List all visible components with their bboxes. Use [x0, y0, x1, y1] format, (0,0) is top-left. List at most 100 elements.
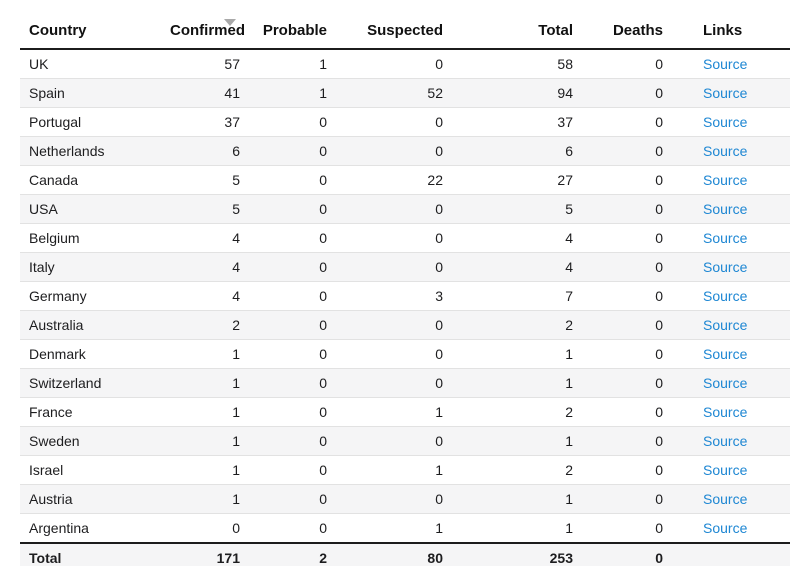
cell-country: UK: [29, 56, 49, 72]
cell-suspected: 0: [337, 310, 453, 340]
cell-deaths: 0: [583, 223, 673, 253]
cell-country: Canada: [20, 165, 160, 195]
source-link[interactable]: Source: [703, 230, 748, 246]
cell-deaths: 0: [583, 397, 673, 427]
cell-country: Germany: [20, 281, 160, 311]
cell-links: Source: [673, 368, 790, 398]
total-total-value: 253: [453, 542, 583, 566]
cell-total: 4: [453, 252, 583, 282]
table-row: France 1 0 1 2 0 Source: [20, 397, 790, 427]
table-row: Australia 2 0 0 2 0 Source: [20, 310, 790, 340]
cell-confirmed: 1: [160, 484, 250, 514]
cell-deaths: 0: [583, 426, 673, 456]
total-label: Total: [20, 542, 160, 566]
cell-confirmed: 1: [160, 455, 250, 485]
cell-total: 37: [453, 107, 583, 137]
table-header: Country Confirmed Probable Suspected Tot…: [20, 14, 790, 50]
cell-links: Source: [673, 455, 790, 485]
cell-links: Source: [673, 281, 790, 311]
cell-links: Source: [673, 136, 790, 166]
source-link[interactable]: Source: [703, 346, 748, 362]
total-deaths-value: 0: [583, 542, 673, 566]
source-link[interactable]: Source: [703, 172, 748, 188]
cell-probable: 0: [250, 455, 337, 485]
source-link[interactable]: Source: [703, 462, 748, 478]
cell-probable: 0: [250, 107, 337, 137]
table-row: Austria 1 0 0 1 0 Source: [20, 484, 790, 514]
cell-total: 58: [557, 56, 573, 72]
cell-probable: 0: [250, 194, 337, 224]
cell-total: 1: [453, 513, 583, 543]
cell-country: Spain: [20, 78, 160, 108]
cell-total: 2: [453, 455, 583, 485]
cell-confirmed: 41: [160, 78, 250, 108]
source-link[interactable]: Source: [703, 201, 748, 217]
cell-confirmed: 5: [160, 194, 250, 224]
cell-country: USA: [20, 194, 160, 224]
cell-links: Source: [673, 194, 790, 224]
column-header-links[interactable]: Links: [673, 14, 790, 50]
cell-deaths: 0: [583, 513, 673, 543]
cell-confirmed: 4: [160, 223, 250, 253]
column-header-suspected[interactable]: Suspected: [337, 14, 453, 50]
cell-country: Belgium: [20, 223, 160, 253]
table-footer: Total 171 2 80 253 0: [20, 542, 790, 566]
source-link[interactable]: Source: [703, 520, 748, 536]
source-link[interactable]: Source: [703, 259, 748, 275]
cell-country: Italy: [20, 252, 160, 282]
cases-table: Country Confirmed Probable Suspected Tot…: [20, 14, 790, 566]
cell-links: Source: [673, 397, 790, 427]
cell-confirmed: 1: [160, 368, 250, 398]
cell-total: 1: [453, 426, 583, 456]
cell-links: Source: [673, 223, 790, 253]
cell-probable: 0: [250, 252, 337, 282]
cell-total: 5: [453, 194, 583, 224]
source-link[interactable]: Source: [703, 288, 748, 304]
cell-suspected: 0: [337, 252, 453, 282]
column-header-total[interactable]: Total: [453, 14, 583, 50]
table-row: Sweden 1 0 0 1 0 Source: [20, 426, 790, 456]
cell-total: 1: [453, 339, 583, 369]
cell-total: 1: [453, 484, 583, 514]
source-link[interactable]: Source: [703, 404, 748, 420]
source-link[interactable]: Source: [703, 317, 748, 333]
cell-country: France: [20, 397, 160, 427]
source-link[interactable]: Source: [703, 114, 748, 130]
sort-desc-icon: [224, 19, 236, 26]
cell-suspected: 0: [337, 339, 453, 369]
cell-probable: 0: [250, 281, 337, 311]
source-link[interactable]: Source: [703, 85, 748, 101]
cell-country: Sweden: [20, 426, 160, 456]
cell-probable: 0: [250, 223, 337, 253]
cell-suspected: 1: [337, 397, 453, 427]
cell-suspected: 22: [337, 165, 453, 195]
cell-confirmed: 0: [160, 513, 250, 543]
cell-confirmed: 1: [160, 397, 250, 427]
table-row: Netherlands 6 0 0 6 0 Source: [20, 136, 790, 166]
source-link[interactable]: Source: [703, 491, 748, 507]
cell-links: Source: [673, 107, 790, 137]
column-header-probable[interactable]: Probable: [250, 14, 337, 50]
cell-deaths: 0: [583, 252, 673, 282]
cell-probable: 1: [319, 56, 327, 72]
cases-table-page: Country Confirmed Probable Suspected Tot…: [0, 14, 807, 566]
source-link[interactable]: Source: [703, 143, 748, 159]
cell-deaths: 0: [583, 136, 673, 166]
table-row: UK 57 1 0 58 0 Source: [20, 49, 790, 79]
cell-confirmed: 1: [160, 426, 250, 456]
column-header-country[interactable]: Country: [20, 14, 160, 50]
cell-probable: 0: [250, 339, 337, 369]
source-link[interactable]: Source: [703, 375, 748, 391]
column-header-deaths[interactable]: Deaths: [583, 14, 673, 50]
cell-country: Israel: [20, 455, 160, 485]
total-row: Total 171 2 80 253 0: [20, 542, 790, 566]
cell-confirmed: 4: [160, 252, 250, 282]
cell-confirmed: 1: [160, 339, 250, 369]
source-link[interactable]: Source: [703, 56, 748, 72]
cell-suspected: 1: [337, 513, 453, 543]
cell-country: Switzerland: [20, 368, 160, 398]
source-link[interactable]: Source: [703, 433, 748, 449]
cell-deaths: 0: [583, 78, 673, 108]
column-header-confirmed[interactable]: Confirmed: [160, 14, 250, 50]
cell-suspected: 0: [337, 136, 453, 166]
